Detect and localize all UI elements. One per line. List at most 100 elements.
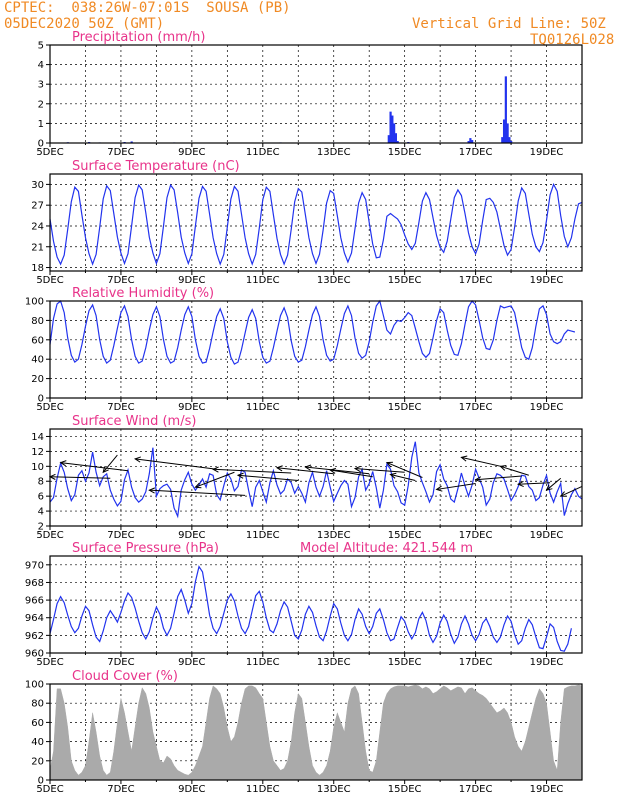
panel-precip-ytick-label: 3 xyxy=(38,80,44,91)
panel-rh-ytick-label: 40 xyxy=(31,355,44,366)
header-model: TQ0126L028 xyxy=(530,32,615,48)
panel-temp-ytick-label: 18 xyxy=(31,263,44,274)
panel-temp-xtick-label: 7DEC xyxy=(107,275,134,286)
panel-wind-arrow-head xyxy=(545,484,553,491)
panel-cloud-ytick-label: 40 xyxy=(31,737,44,748)
panel-cloud-xtick-label: 11DEC xyxy=(246,784,280,795)
panel-cloud-title: Cloud Cover (%) xyxy=(72,669,178,684)
panel-precip-ytick-label: 2 xyxy=(38,99,44,110)
panel-cloud-xtick-label: 15DEC xyxy=(388,784,422,795)
panel-cloud-ytick-label: 20 xyxy=(31,756,44,767)
panel-wind-arrow-head xyxy=(559,491,567,497)
panel-wind-ytick-label: 12 xyxy=(31,447,44,458)
panel-wind-arrow-shaft xyxy=(330,469,373,478)
panel-wind-arrow-shaft xyxy=(149,489,246,496)
panel-wind-arrow-shaft xyxy=(195,471,235,488)
panel-precip-bar xyxy=(130,141,133,143)
panel-precip-xtick-label: 7DEC xyxy=(107,147,134,158)
panel-rh-xtick-label: 17DEC xyxy=(459,402,493,413)
header-station: CPTEC: 038:26W-07:01S SOUSA (PB) xyxy=(4,0,291,16)
panel-pres-xtick-label: 15DEC xyxy=(388,657,422,668)
panel-wind-ytick-label: 4 xyxy=(38,507,44,518)
panel-wind-arrow-shaft xyxy=(135,458,217,470)
panel-wind-arrow-shaft xyxy=(276,467,334,475)
panel-wind-xtick-label: 17DEC xyxy=(459,530,493,541)
panel-wind-arrow-shaft xyxy=(60,462,129,472)
panel-rh-ytick-label: 0 xyxy=(38,394,44,405)
panel-wind-arrow-head xyxy=(59,460,67,467)
panel-precip-bar xyxy=(396,141,399,143)
panel-wind-arrow-head xyxy=(304,464,312,471)
panel-rh-ytick-label: 60 xyxy=(31,335,44,346)
panel-precip-xtick-label: 15DEC xyxy=(388,147,422,158)
panel-wind-ytick-label: 6 xyxy=(38,492,44,503)
panel-wind-arrow-head xyxy=(435,485,443,492)
panel-rh-xtick-label: 11DEC xyxy=(246,402,280,413)
panel-pres-title: Surface Pressure (hPa) xyxy=(72,541,219,556)
panel-cloud-xtick-label: 7DEC xyxy=(107,784,134,795)
panel-precip-bar xyxy=(393,123,396,143)
panel-precip-ytick-label: 1 xyxy=(38,119,44,130)
panel-cloud-ytick-label: 60 xyxy=(31,718,44,729)
panel-pres-xtick-label: 7DEC xyxy=(107,657,134,668)
panel-wind-line xyxy=(49,441,583,519)
panel-temp-xtick-label: 17DEC xyxy=(459,275,493,286)
panel-wind-xtick-label: 19DEC xyxy=(530,530,564,541)
panel-precip-ytick-label: 4 xyxy=(38,60,44,71)
panel-wind-arrow-shaft xyxy=(354,468,405,473)
panel-temp-frame xyxy=(49,173,583,272)
panel-pres-subtitle: Model Altitude: 421.544 m xyxy=(300,541,473,556)
panel-precip-bar xyxy=(469,138,472,143)
panel-precip-title: Precipitation (mm/h) xyxy=(72,30,205,45)
panel-wind-xtick-label: 11DEC xyxy=(246,530,280,541)
panel-pres-line xyxy=(49,565,572,652)
panel-wind-arrow-head xyxy=(353,465,361,472)
panel-wind-arrow-shaft xyxy=(518,482,551,485)
panel-wind-xtick-label: 7DEC xyxy=(107,530,134,541)
panel-cloud-ytick-label: 0 xyxy=(38,776,44,787)
panel-wind-arrow-head xyxy=(460,455,468,462)
panel-temp-ytick-label: 24 xyxy=(31,221,44,232)
panel-cloud-xtick-label: 5DEC xyxy=(36,784,63,795)
panel-wind-ytick-label: 2 xyxy=(38,522,44,533)
panel-pres-xtick-label: 19DEC xyxy=(530,657,564,668)
panel-precip-bar xyxy=(387,135,390,143)
panel-wind-xtick-label: 5DEC xyxy=(36,530,63,541)
panel-temp-xtick-label: 11DEC xyxy=(246,275,280,286)
panel-wind-arrow-head xyxy=(389,472,397,479)
panel-wind-arrow-shaft xyxy=(213,468,292,474)
panel-rh-xtick-label: 5DEC xyxy=(36,402,63,413)
panel-wind-arrow-shaft xyxy=(436,482,476,490)
panel-precip-bar xyxy=(504,76,507,143)
panel-cloud-ytick-label: 100 xyxy=(25,680,44,691)
panel-wind-arrow-shaft xyxy=(102,454,118,473)
panel-wind-arrow-head xyxy=(329,467,337,474)
panel-rh-xtick-label: 19DEC xyxy=(530,402,564,413)
panel-wind-arrow-shaft xyxy=(386,462,423,478)
panel-pres-frame xyxy=(49,555,583,654)
panel-wind-arrow-shaft xyxy=(500,465,529,476)
panel-precip-bar xyxy=(501,137,504,143)
panel-rh-xtick-label: 13DEC xyxy=(317,402,351,413)
panel-rh-xtick-label: 7DEC xyxy=(107,402,134,413)
panel-cloud-xtick-label: 17DEC xyxy=(459,784,493,795)
panel-temp-xtick-label: 9DEC xyxy=(178,275,205,286)
panel-wind-ytick-label: 14 xyxy=(31,432,44,443)
header-grid-line: Vertical Grid Line: 50Z xyxy=(412,16,606,32)
panel-wind-arrow-head xyxy=(474,476,482,483)
panel-wind-arrow-shaft xyxy=(546,477,562,491)
panel-cloud-xtick-label: 19DEC xyxy=(530,784,564,795)
panel-wind-xtick-label: 9DEC xyxy=(178,530,205,541)
panel-wind-arrow-head xyxy=(133,456,141,463)
panel-pres-ytick-label: 970 xyxy=(25,560,44,571)
panel-wind-arrow-head xyxy=(275,465,283,472)
panel-pres-ytick-label: 962 xyxy=(25,631,44,642)
panel-rh-ytick-label: 100 xyxy=(25,297,44,308)
panel-wind-ytick-label: 10 xyxy=(31,462,44,473)
panel-pres-xtick-label: 9DEC xyxy=(178,657,205,668)
panel-pres-ytick-label: 966 xyxy=(25,596,44,607)
panel-temp-ytick-label: 30 xyxy=(31,180,44,191)
panel-pres-xtick-label: 5DEC xyxy=(36,657,63,668)
panel-temp-xtick-label: 19DEC xyxy=(530,275,564,286)
